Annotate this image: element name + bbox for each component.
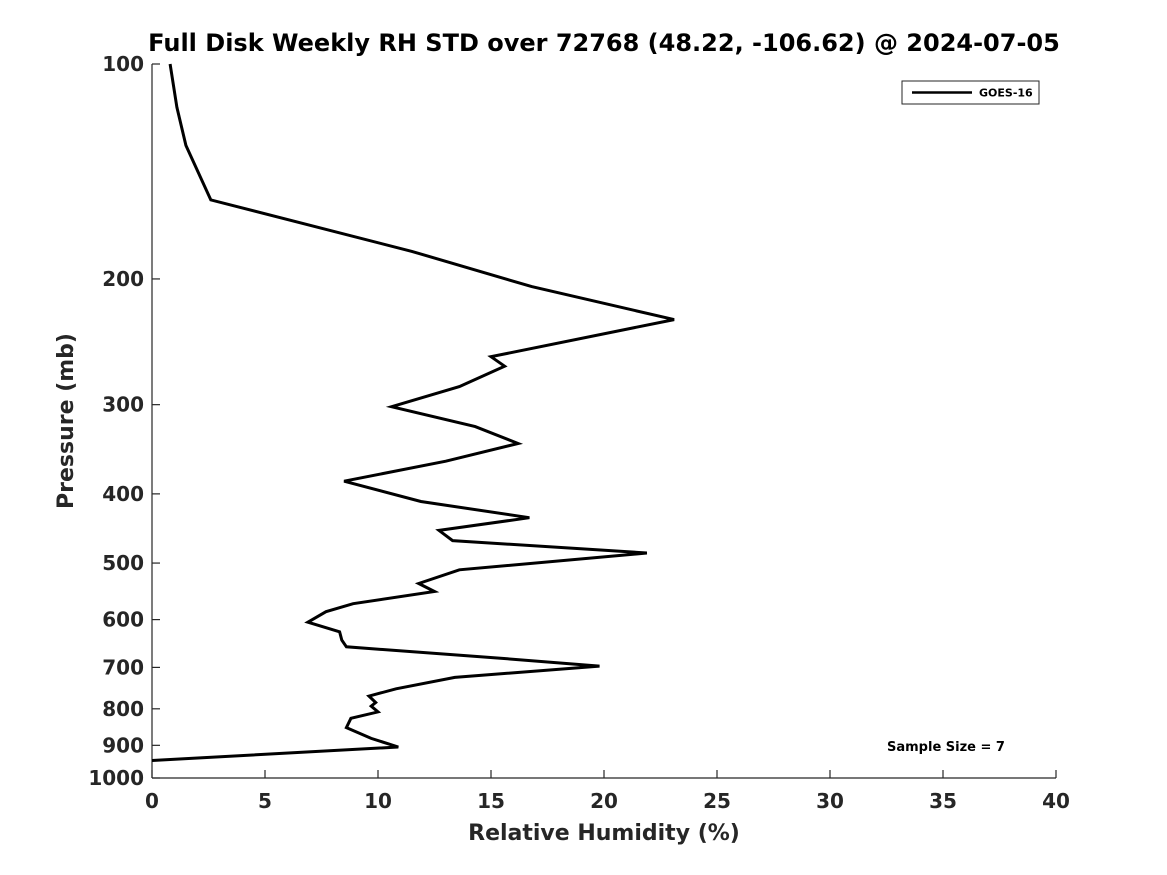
y-tick-label: 400	[102, 482, 144, 506]
y-axis-label: Pressure (mb)	[54, 333, 79, 509]
y-tick-label: 1000	[88, 766, 144, 790]
y-tick-label: 800	[102, 697, 144, 721]
chart-title: Full Disk Weekly RH STD over 72768 (48.2…	[148, 29, 1060, 57]
y-tick-label: 300	[102, 393, 144, 417]
x-tick-label: 25	[703, 789, 731, 813]
sample-size-annotation: Sample Size = 7	[887, 740, 1005, 755]
series-line-goes-16	[151, 63, 675, 762]
y-ticks: 100 200 300 400 500 600 700 800 900 1000	[88, 52, 160, 790]
x-tick-label: 35	[929, 789, 957, 813]
y-tick-label: 700	[102, 655, 144, 679]
legend-entry-goes-16: GOES-16	[979, 87, 1033, 100]
x-tick-label: 40	[1042, 789, 1070, 813]
y-tick-label: 600	[102, 608, 144, 632]
plot-area	[151, 64, 1056, 779]
x-axis-label: Relative Humidity (%)	[468, 821, 740, 846]
y-tick-label: 900	[102, 733, 144, 757]
x-tick-label: 0	[145, 789, 159, 813]
x-tick-label: 10	[364, 789, 392, 813]
series-layer	[151, 63, 675, 762]
x-tick-label: 5	[258, 789, 272, 813]
y-tick-label: 200	[102, 267, 144, 291]
legend: GOES-16	[901, 80, 1040, 105]
y-tick-label: 500	[102, 551, 144, 575]
x-ticks: 0 5 10 15 20 25 30 35 40	[145, 770, 1070, 813]
x-tick-label: 15	[477, 789, 505, 813]
x-tick-label: 30	[816, 789, 844, 813]
x-tick-label: 20	[590, 789, 618, 813]
y-tick-label: 100	[102, 52, 144, 76]
